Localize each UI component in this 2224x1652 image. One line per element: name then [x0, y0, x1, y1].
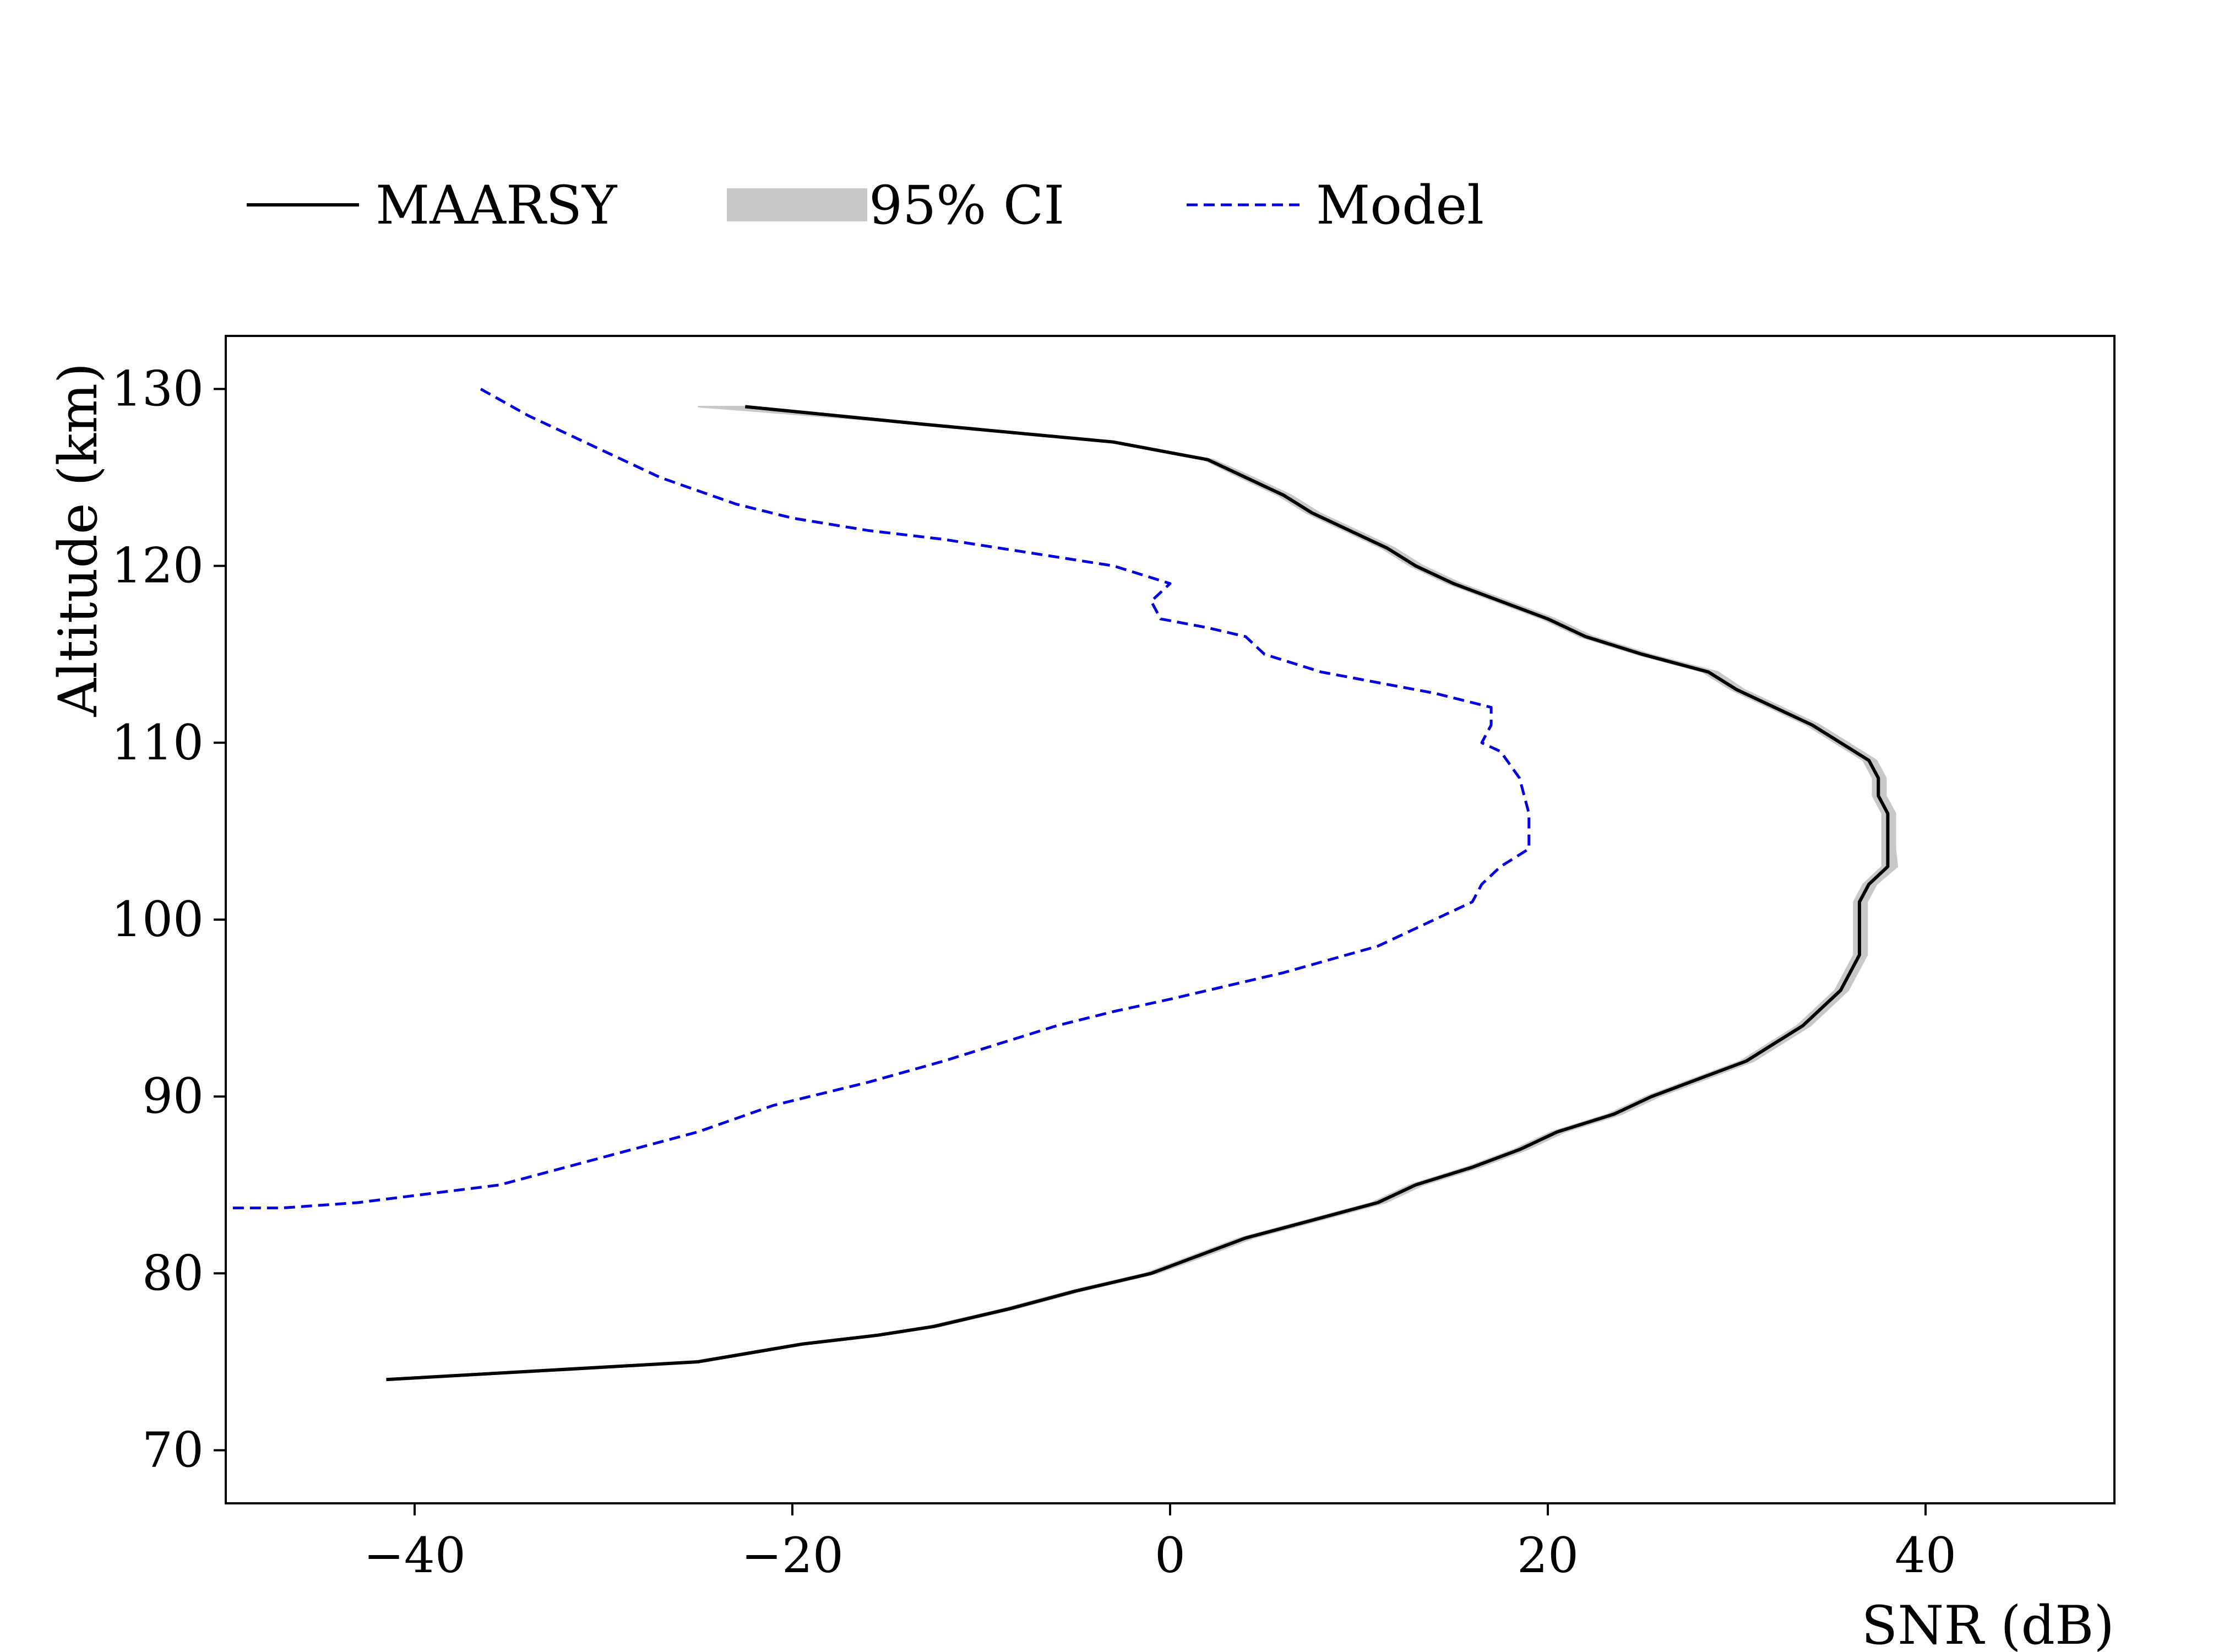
y-tick-label: 120 [111, 537, 204, 594]
y-tick-label: 130 [111, 360, 204, 417]
ticks-layer: −40 −20 0 20 40 70 80 90 100 110 120 130 [111, 360, 1956, 1584]
legend-item-maarsy: MAARSY [247, 175, 618, 236]
legend-label-ci: 95% CI [869, 175, 1064, 236]
legend-item-ci: 95% CI [727, 175, 1064, 236]
legend-label-maarsy: MAARSY [376, 175, 618, 236]
series-lines-layer [226, 388, 1890, 1382]
ci-band-layer [386, 406, 1899, 1381]
ci-band [386, 406, 1899, 1381]
y-tick-label: 90 [142, 1068, 204, 1124]
x-tick-label: 40 [1895, 1527, 1956, 1584]
x-tick-label: −40 [363, 1527, 466, 1584]
model-line [226, 388, 1531, 1210]
x-tick-label: 0 [1155, 1527, 1186, 1584]
x-tick-label: −20 [741, 1527, 844, 1584]
legend-item-model: Model [1187, 175, 1484, 236]
legend-label-model: Model [1316, 175, 1484, 236]
y-tick-label: 100 [111, 891, 204, 948]
y-axis-label: Altitude (km) [47, 363, 109, 718]
x-axis-label: SNR (dB) [1862, 1595, 2114, 1652]
y-tick-label: 80 [142, 1245, 204, 1301]
y-tick-label: 110 [111, 714, 204, 771]
legend-swatch-ci [727, 188, 867, 221]
legend: MAARSY 95% CI Model [247, 175, 1484, 236]
plot-frame [225, 335, 2116, 1504]
maarsy-line [386, 405, 1890, 1382]
x-tick-label: 20 [1517, 1527, 1579, 1584]
y-tick-label: 70 [142, 1422, 204, 1479]
